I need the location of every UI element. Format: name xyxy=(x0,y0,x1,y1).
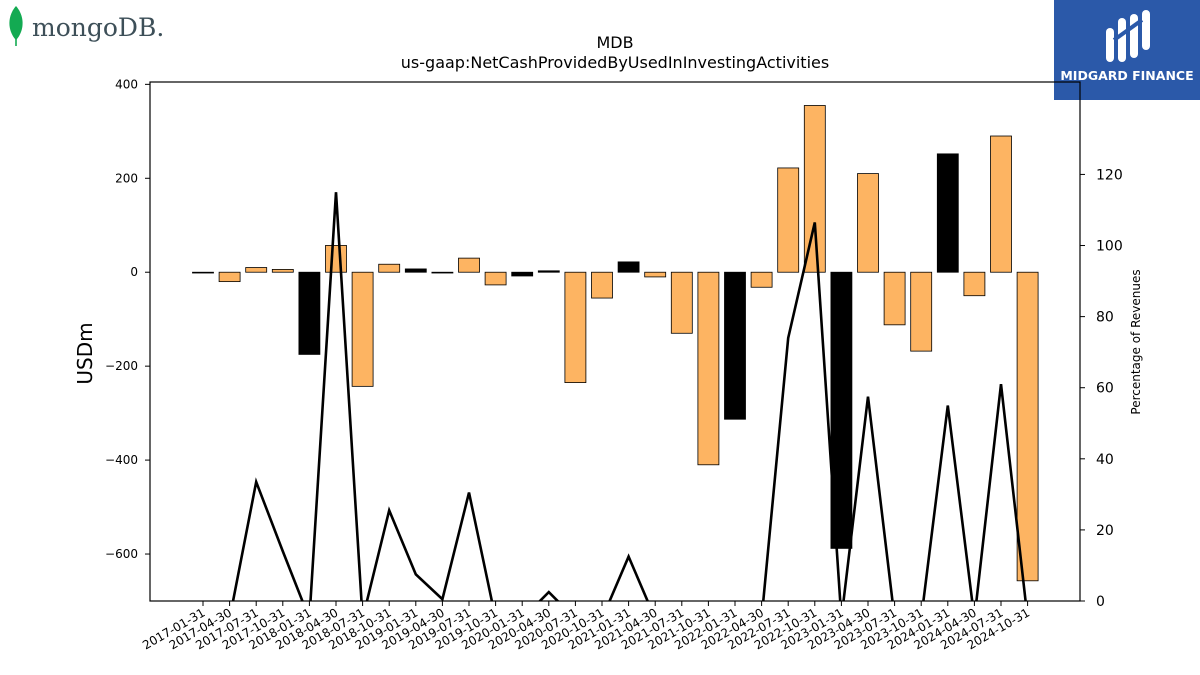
line-percentage-of-revenues xyxy=(231,192,1027,601)
ytick-label-200: 200 xyxy=(115,171,138,185)
bar-2019-01-31 xyxy=(404,268,427,273)
ytick-label--400: −400 xyxy=(105,453,138,467)
bar-2023-01-31 xyxy=(830,271,853,549)
bar-2023-07-31 xyxy=(883,271,906,326)
midgard-m-icon xyxy=(1106,10,1150,62)
ytick-label--600: −600 xyxy=(105,547,138,561)
chart-subtitle: us-gaap:NetCashProvidedByUsedInInvesting… xyxy=(400,53,830,72)
bar-2018-01-31 xyxy=(298,271,321,355)
y2tick-label-80: 80 xyxy=(1096,310,1114,326)
bar-2020-07-31 xyxy=(564,271,587,383)
y2tick-label-100: 100 xyxy=(1096,239,1123,255)
bar-2021-04-30 xyxy=(644,271,667,278)
mongodb-wordmark: mongoDB. xyxy=(32,13,165,42)
bar-2024-10-31 xyxy=(1016,271,1039,582)
bar-2018-10-31 xyxy=(378,263,401,273)
y2tick-label-20: 20 xyxy=(1096,523,1114,539)
bar-2017-07-31 xyxy=(245,267,268,273)
bar-2022-04-30 xyxy=(750,271,773,288)
y2tick-label-40: 40 xyxy=(1096,452,1114,468)
y2tick-label-0: 0 xyxy=(1096,594,1105,610)
ytick-label--200: −200 xyxy=(105,359,138,373)
bar-2022-01-31 xyxy=(724,271,746,420)
bar-2021-07-31 xyxy=(670,271,693,334)
bar-2021-01-31 xyxy=(617,261,640,273)
bar-2020-10-31 xyxy=(591,271,613,299)
midgard-finance-wordmark: MIDGARD FINANCE xyxy=(1060,68,1194,83)
midgard-finance-logo: MIDGARD FINANCE xyxy=(1054,0,1200,100)
bar-2019-04-30 xyxy=(431,271,454,274)
bar-2022-07-31 xyxy=(777,167,800,273)
bar-2017-10-31 xyxy=(271,269,294,273)
bar-2019-07-31 xyxy=(458,257,480,273)
y2tick-label-120: 120 xyxy=(1096,167,1123,183)
plot-frame xyxy=(149,81,1081,602)
bar-2018-07-31 xyxy=(351,271,374,387)
leaf-icon xyxy=(9,6,23,46)
ytick-label-400: 400 xyxy=(115,77,138,91)
bar-2020-04-30 xyxy=(537,270,560,273)
bar-2019-10-31 xyxy=(484,271,507,286)
bar-2024-04-30 xyxy=(963,271,986,297)
bar-2020-01-31 xyxy=(511,271,534,277)
chart-title: MDB xyxy=(596,33,634,52)
bar-2024-01-31 xyxy=(936,153,959,273)
bar-2018-04-30 xyxy=(325,245,347,273)
mongodb-logo: mongoDB. xyxy=(4,4,174,48)
y2-axis-label: Percentage of Revenues xyxy=(1129,269,1143,414)
bar-2022-10-31 xyxy=(803,105,826,273)
ytick-label-0: 0 xyxy=(130,265,138,279)
bar-2017-04-30 xyxy=(218,271,241,283)
bar-2024-07-31 xyxy=(990,135,1012,273)
bar-2023-10-31 xyxy=(910,271,933,352)
bar-2023-04-30 xyxy=(857,173,879,273)
y2tick-label-60: 60 xyxy=(1096,381,1114,397)
bar-2017-01-31 xyxy=(192,271,214,274)
y-axis-label: USDm xyxy=(73,322,97,384)
bar-2021-10-31 xyxy=(697,271,720,466)
